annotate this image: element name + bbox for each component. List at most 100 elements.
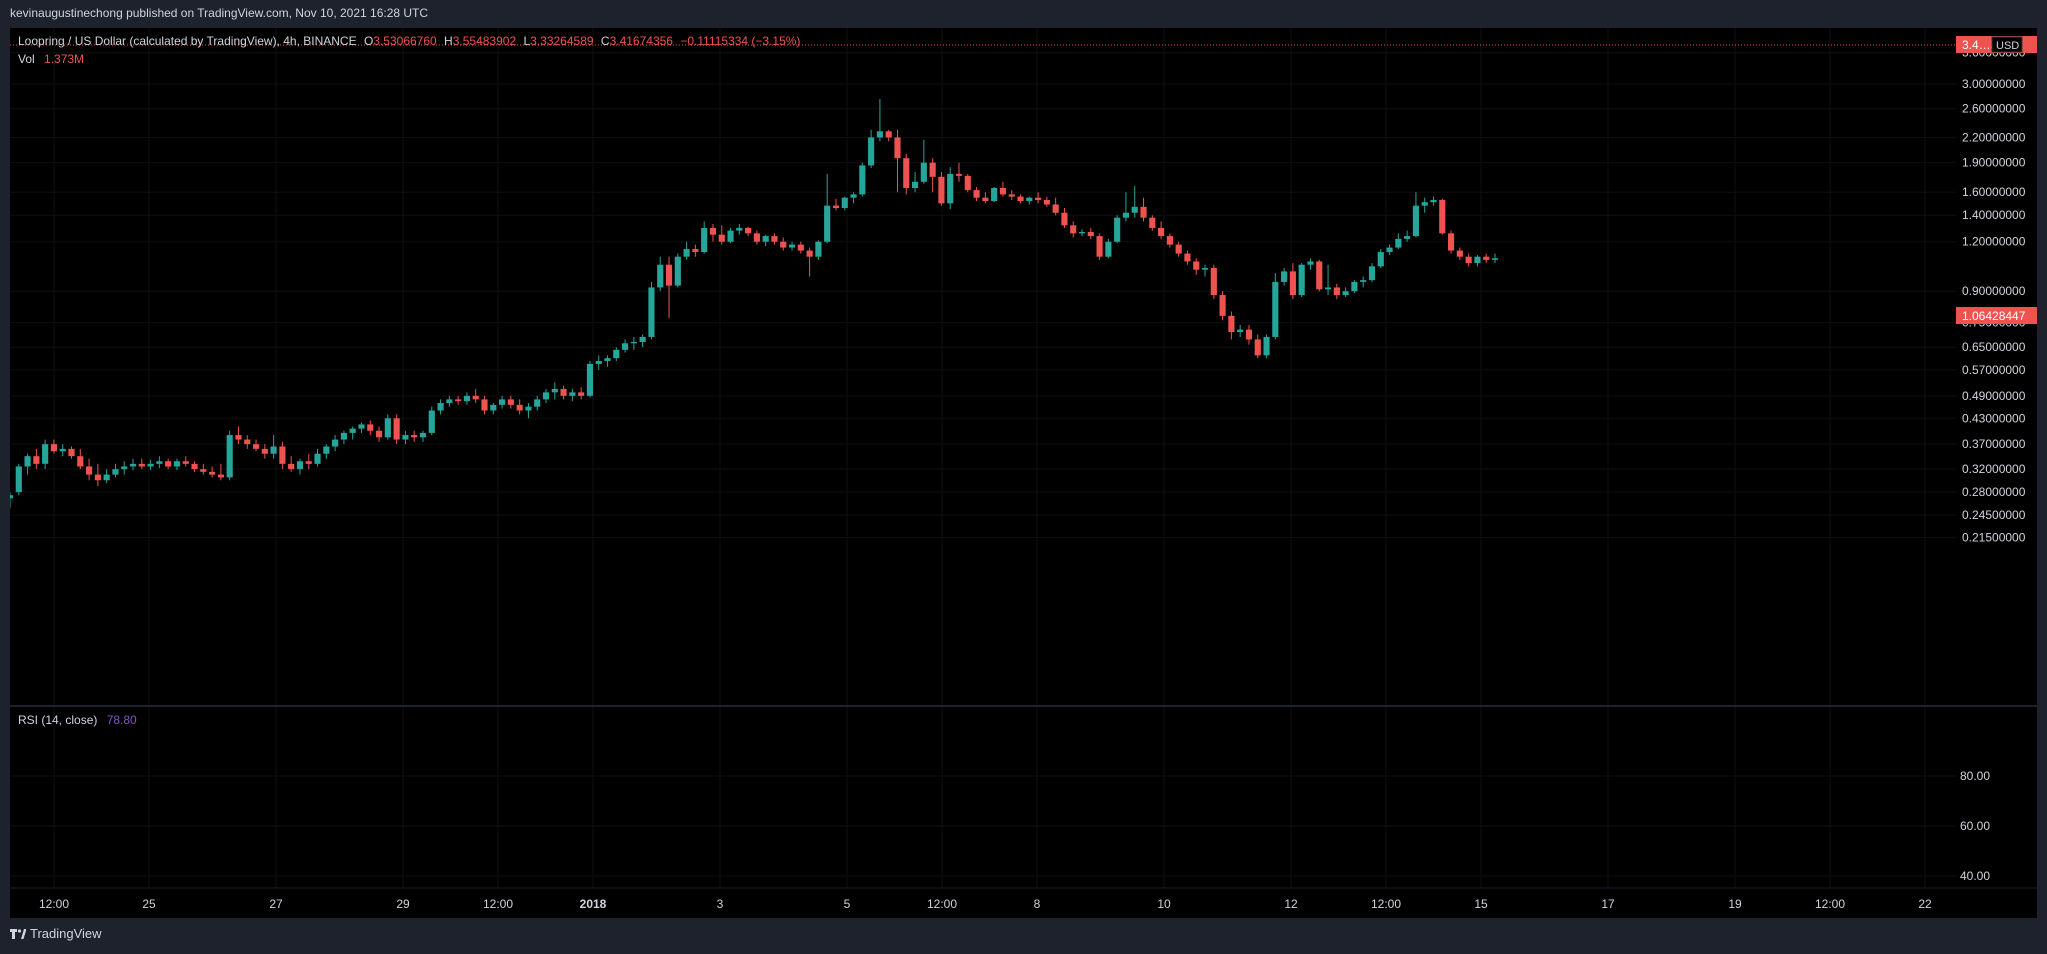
candle[interactable] — [771, 233, 778, 245]
candle[interactable] — [824, 173, 831, 244]
candle[interactable] — [1008, 190, 1015, 200]
candle[interactable] — [841, 196, 848, 211]
candle[interactable] — [648, 281, 655, 340]
candle[interactable] — [999, 181, 1007, 197]
candle[interactable] — [1360, 276, 1367, 288]
candle[interactable] — [736, 224, 743, 235]
candle[interactable] — [411, 430, 418, 442]
candle[interactable] — [516, 399, 523, 415]
candle[interactable] — [788, 241, 796, 251]
candle[interactable] — [288, 456, 295, 472]
candle[interactable] — [1272, 273, 1279, 340]
candle[interactable] — [182, 456, 189, 467]
candle[interactable] — [595, 355, 602, 370]
candle[interactable] — [1342, 287, 1349, 298]
candle[interactable] — [1237, 324, 1244, 337]
candle[interactable] — [578, 387, 585, 400]
candle[interactable] — [797, 241, 804, 254]
candle[interactable] — [1219, 291, 1226, 321]
candle[interactable] — [112, 463, 119, 478]
candle[interactable] — [1087, 227, 1094, 239]
candle[interactable] — [586, 360, 594, 398]
candle[interactable] — [1245, 324, 1253, 345]
candle[interactable] — [1412, 192, 1419, 238]
candle[interactable] — [147, 459, 154, 471]
candle[interactable] — [894, 129, 901, 193]
candle[interactable] — [428, 406, 435, 436]
candle[interactable] — [209, 466, 216, 478]
candle[interactable] — [437, 399, 444, 415]
candle[interactable] — [463, 392, 470, 405]
candle[interactable] — [393, 414, 400, 445]
candle[interactable] — [481, 395, 488, 415]
candle[interactable] — [657, 256, 664, 292]
candles-layer[interactable] — [6, 99, 1499, 509]
candle[interactable] — [1201, 264, 1209, 277]
candle[interactable] — [947, 167, 954, 210]
candle[interactable] — [1289, 263, 1296, 300]
candle[interactable] — [472, 388, 479, 403]
candle[interactable] — [59, 444, 66, 457]
candle[interactable] — [718, 225, 725, 245]
candle[interactable] — [929, 158, 936, 193]
candle[interactable] — [15, 463, 22, 496]
candle[interactable] — [1368, 263, 1376, 282]
candle[interactable] — [868, 129, 875, 169]
candle[interactable] — [165, 458, 172, 470]
candle[interactable] — [332, 435, 339, 452]
candle[interactable] — [156, 456, 163, 469]
candle[interactable] — [1184, 250, 1191, 265]
candle[interactable] — [33, 448, 40, 470]
candle[interactable] — [1404, 230, 1411, 242]
candle[interactable] — [1070, 221, 1077, 238]
candle[interactable] — [235, 426, 242, 445]
chart-frame[interactable]: 3.600000003.000000002.600000002.20000000… — [6, 28, 2040, 918]
candle[interactable] — [419, 430, 427, 442]
candle[interactable] — [876, 99, 883, 142]
candle[interactable] — [542, 388, 550, 403]
candle[interactable] — [103, 469, 110, 484]
candle[interactable] — [77, 448, 84, 470]
candle[interactable] — [1474, 255, 1481, 267]
candle[interactable] — [1316, 259, 1323, 292]
candle[interactable] — [806, 247, 813, 277]
candle[interactable] — [665, 256, 673, 319]
candle[interactable] — [1395, 233, 1402, 250]
candle[interactable] — [1105, 238, 1112, 259]
candle[interactable] — [1483, 253, 1490, 264]
candle[interactable] — [1026, 196, 1033, 205]
candle[interactable] — [1035, 192, 1042, 204]
candle[interactable] — [1430, 196, 1437, 206]
candle[interactable] — [244, 435, 251, 449]
candle[interactable] — [1096, 233, 1103, 260]
candle[interactable] — [1351, 280, 1358, 294]
candle[interactable] — [1017, 194, 1024, 204]
candle[interactable] — [384, 414, 391, 440]
candle[interactable] — [252, 439, 260, 452]
candle[interactable] — [173, 458, 181, 471]
candle[interactable] — [613, 347, 620, 361]
candle[interactable] — [314, 448, 321, 467]
candle[interactable] — [498, 395, 506, 409]
candle[interactable] — [1122, 192, 1130, 222]
candle[interactable] — [955, 162, 963, 182]
candle[interactable] — [745, 226, 752, 237]
candle[interactable] — [1228, 311, 1235, 340]
candle[interactable] — [1175, 241, 1182, 257]
candle[interactable] — [622, 339, 629, 353]
candle[interactable] — [859, 162, 866, 197]
candle[interactable] — [446, 395, 453, 407]
candle[interactable] — [323, 444, 330, 459]
candle[interactable] — [683, 241, 690, 260]
candle[interactable] — [86, 458, 93, 481]
candle[interactable] — [920, 139, 927, 184]
candle[interactable] — [129, 458, 137, 471]
candle[interactable] — [1114, 215, 1121, 244]
candle[interactable] — [1465, 253, 1472, 267]
candle[interactable] — [375, 426, 383, 442]
candle[interactable] — [1447, 230, 1455, 254]
candle[interactable] — [1456, 247, 1463, 260]
candle[interactable] — [525, 402, 532, 419]
candle[interactable] — [226, 430, 233, 481]
candle[interactable] — [982, 192, 989, 204]
